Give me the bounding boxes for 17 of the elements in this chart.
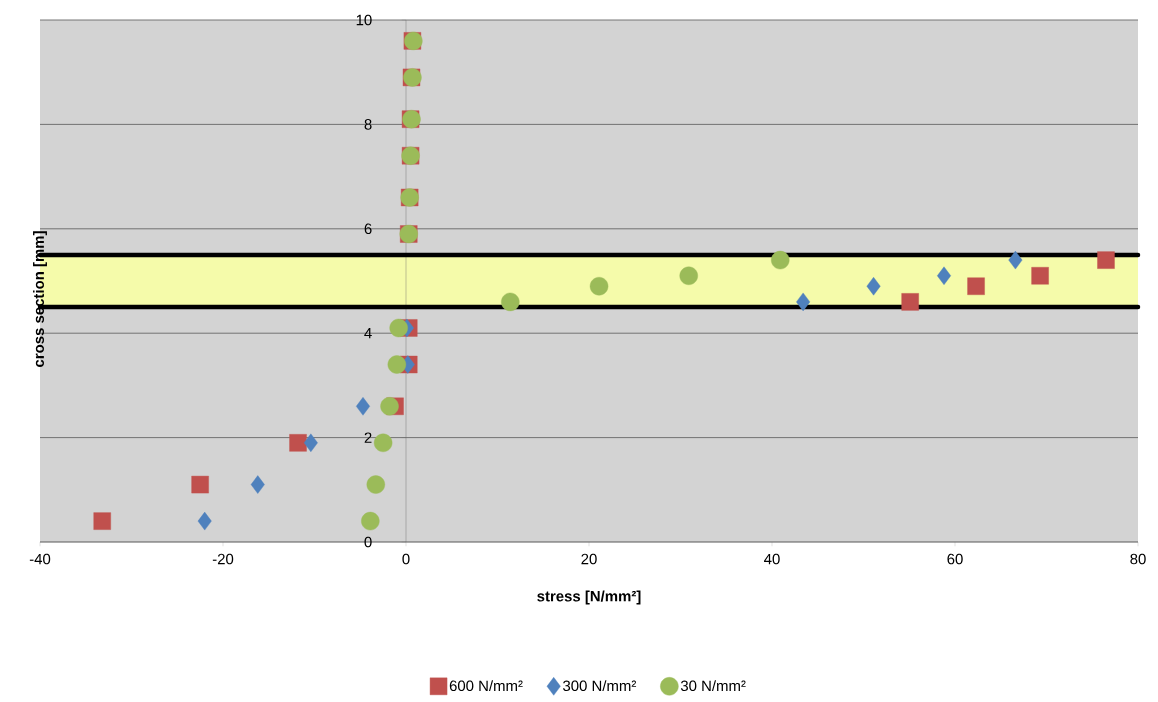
legend-label: 300 N/mm² bbox=[563, 680, 637, 692]
x-tick-label: 80 bbox=[1130, 553, 1146, 565]
y-tick-label: 10 bbox=[356, 14, 372, 26]
x-tick-label: 60 bbox=[947, 553, 963, 565]
x-tick-label: 0 bbox=[402, 553, 410, 565]
x-tick-label: 20 bbox=[581, 553, 597, 565]
y-tick-label: 4 bbox=[364, 328, 372, 339]
legend-label: 600 N/mm² bbox=[449, 680, 523, 692]
y-tick-label: 0 bbox=[364, 536, 372, 548]
x-tick-label: -20 bbox=[212, 553, 234, 565]
x-tick-label: -40 bbox=[29, 553, 51, 565]
x-axis-title: stress [N/mm²] bbox=[537, 590, 641, 605]
y-tick-label: 8 bbox=[364, 119, 372, 130]
y-tick-label: 2 bbox=[364, 432, 372, 443]
y-tick-label: 6 bbox=[364, 223, 372, 235]
legend-label: 30 N/mm² bbox=[680, 680, 746, 692]
x-tick-label: 40 bbox=[764, 553, 780, 565]
